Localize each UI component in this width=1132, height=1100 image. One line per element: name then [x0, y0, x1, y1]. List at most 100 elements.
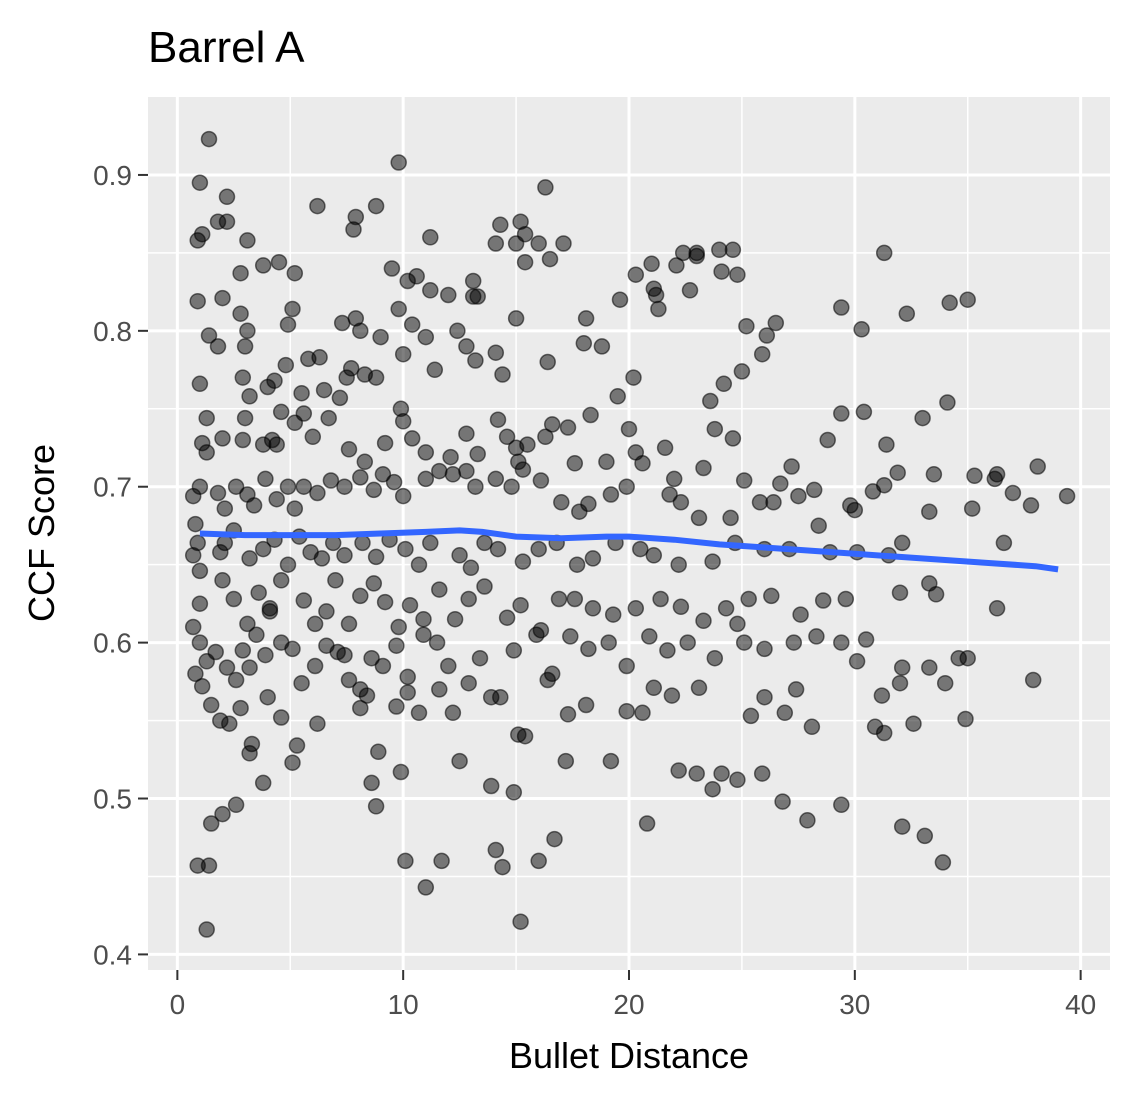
scatter-point: [239, 615, 256, 633]
scatter-point: [376, 434, 394, 452]
scatter-point: [568, 556, 586, 573]
scatter-point: [214, 805, 231, 823]
scatter-point: [584, 600, 602, 617]
scatter-point: [422, 229, 439, 246]
scatter-point: [875, 476, 893, 494]
scatter-point: [241, 388, 258, 405]
scatter-point: [584, 550, 602, 567]
scatter-point: [370, 743, 387, 761]
scatter-point: [218, 188, 236, 206]
scatter-point: [668, 257, 685, 274]
scatter-point: [394, 413, 412, 430]
scatter-point: [650, 300, 667, 318]
scatter-point: [352, 587, 369, 605]
scatter-point: [202, 815, 220, 832]
scatter-point: [618, 657, 635, 675]
scatter-point: [690, 509, 708, 527]
scatter-point: [875, 724, 893, 742]
scatter-point: [921, 503, 938, 520]
scatter-point: [401, 596, 419, 614]
scatter-point: [695, 459, 712, 477]
scatter-point: [753, 345, 771, 363]
scatter-point: [494, 858, 511, 876]
scatter-point: [449, 322, 466, 340]
chart-title: Barrel A: [148, 23, 305, 72]
scatter-point: [367, 798, 385, 815]
scatter-point: [767, 314, 785, 332]
scatter-point: [555, 235, 572, 252]
scatter-point: [374, 466, 392, 483]
scatter-point: [532, 621, 550, 639]
scatter-point: [458, 338, 475, 355]
scatter-point: [665, 470, 683, 488]
scatter-point: [458, 462, 475, 480]
scatter-point: [394, 345, 412, 363]
scatter-point: [735, 634, 753, 651]
scatter-point: [266, 372, 283, 389]
scatter-point: [374, 657, 392, 675]
scatter-point: [790, 487, 807, 505]
scatter-point: [200, 130, 218, 148]
scatter-point: [189, 857, 206, 874]
smooth-line: [199, 527, 1059, 573]
scatter-point: [209, 484, 227, 502]
scatter-point: [345, 221, 362, 238]
scatter-point: [417, 444, 435, 461]
scatter-point: [550, 590, 568, 608]
scatter-point: [530, 235, 547, 252]
scatter-point: [388, 698, 405, 715]
scatter-point: [756, 640, 773, 658]
x-tick-label: 30: [839, 989, 870, 1020]
scatter-point: [492, 216, 509, 234]
scatter-point: [914, 409, 931, 427]
scatter-point: [403, 430, 421, 447]
scatter-point: [503, 478, 520, 495]
scatter-point: [304, 428, 322, 446]
scatter-point: [620, 420, 638, 438]
scatter-point: [785, 634, 803, 651]
scatter-point: [566, 590, 584, 608]
scatter-point: [893, 818, 911, 835]
scatter-point: [214, 572, 231, 589]
scatter-point: [482, 688, 500, 706]
scatter-point: [532, 472, 550, 489]
scatter-point: [625, 369, 642, 386]
scatter-point: [431, 581, 448, 598]
scatter-point: [309, 715, 326, 732]
scatter-point: [191, 634, 209, 651]
scatter-point: [227, 796, 245, 814]
scatter-point: [309, 484, 326, 502]
scatter-point: [537, 179, 554, 196]
scatter-point: [261, 600, 279, 617]
scatter-point: [742, 707, 760, 725]
scatter-point: [505, 642, 523, 659]
scatter-point: [763, 587, 780, 605]
scatter-point: [284, 754, 301, 771]
y-axis: 0.4 0.5 0.6 0.7 0.8 0.9: [93, 160, 148, 970]
data-points: [184, 130, 1076, 938]
scatter-point: [232, 305, 249, 322]
scatter-point: [250, 584, 267, 601]
scatter-point: [417, 470, 435, 488]
scatter-point: [516, 253, 534, 271]
scatter-point: [1024, 671, 1042, 689]
scatter-point: [306, 615, 324, 633]
scatter-point: [672, 598, 690, 616]
scatter-point: [227, 478, 245, 495]
scatter-point: [1004, 484, 1022, 502]
scatter-point: [566, 455, 584, 472]
scatter-point: [507, 235, 525, 252]
scatter-point: [279, 316, 297, 333]
scatter-point: [618, 702, 635, 720]
scatter-point: [234, 642, 252, 659]
scatter-point: [286, 264, 304, 282]
scatter-point: [627, 600, 645, 617]
scatter-point: [487, 470, 505, 488]
scatter-point: [367, 197, 385, 215]
scatter-point: [198, 409, 215, 427]
scatter-point: [733, 363, 751, 380]
scatter-point: [390, 154, 407, 171]
scatter-point: [715, 375, 733, 393]
scatter-point: [431, 681, 448, 698]
